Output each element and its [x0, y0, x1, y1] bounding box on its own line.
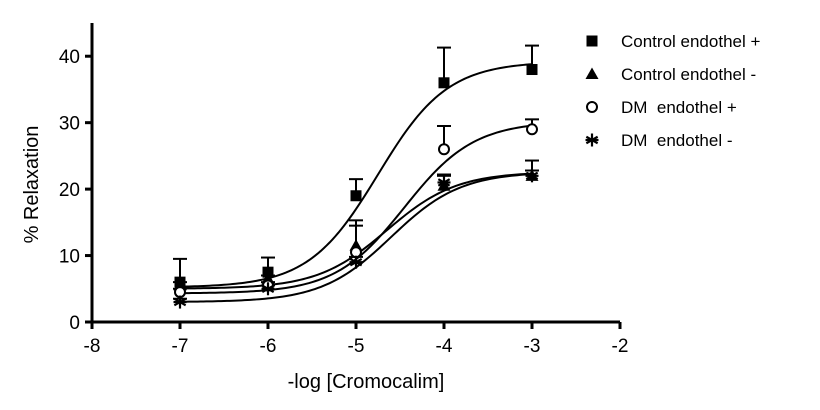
filled-square-marker [526, 64, 538, 76]
y-tick-label: 30 [59, 114, 80, 135]
x-tick-label: -5 [348, 336, 365, 357]
filled-square-marker [350, 190, 362, 202]
legend-label: Control endothel + [621, 32, 760, 51]
y-tick-label: 40 [59, 47, 80, 68]
y-tick-label: 20 [59, 180, 80, 201]
fit-curve-1 [179, 63, 533, 288]
filled-triangle-marker [585, 67, 599, 79]
legend-item: Control endothel - [585, 65, 756, 84]
x-tick-label: -3 [524, 336, 541, 357]
filled-square-marker [262, 266, 274, 278]
x-tick-label: -7 [172, 336, 189, 357]
asterisk-marker [585, 133, 599, 147]
axes: 0 10 20 30 40 -8 -7 -6 -5 -4 -3 -2 [59, 23, 629, 357]
legend-label: DM endothel - [621, 131, 733, 150]
x-tick-label: -6 [260, 336, 277, 357]
y-axis-title: % Relaxation [21, 126, 43, 244]
open-circle-marker [586, 101, 598, 113]
open-circle-marker [438, 143, 450, 156]
asterisk-marker [437, 175, 451, 189]
filled-square-marker [438, 77, 450, 89]
asterisk-marker [261, 282, 275, 296]
asterisk-marker [525, 169, 539, 183]
legend-item: DM endothel + [586, 98, 737, 117]
legend-label: Control endothel - [621, 65, 756, 84]
x-axis-title: -log [Cromocalim] [288, 371, 445, 393]
data-points [173, 64, 539, 309]
x-tick-label: -2 [612, 336, 629, 357]
asterisk-marker [173, 295, 187, 309]
legend-label: DM endothel + [621, 98, 737, 117]
legend-item: Control endothel + [586, 32, 760, 51]
y-tick-label: 0 [69, 313, 80, 334]
legend-item: DM endothel - [585, 131, 733, 150]
open-circle-marker [526, 123, 538, 136]
x-tick-label: -4 [436, 336, 453, 357]
error-bar [437, 46, 451, 83]
filled-square-marker [586, 35, 598, 47]
asterisk-marker [349, 255, 363, 269]
x-tick-label: -8 [84, 336, 101, 357]
legend: Control endothel + Control endothel - DM e… [585, 32, 760, 150]
y-tick-label: 10 [59, 247, 80, 268]
